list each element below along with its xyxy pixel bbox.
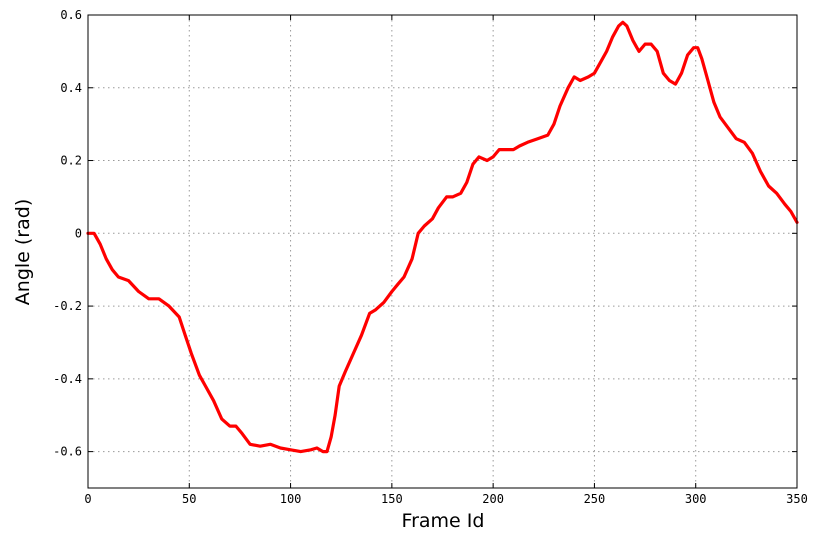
y-axis-label: Angle (rad) <box>12 199 34 305</box>
y-tick-label: -0.2 <box>53 299 82 313</box>
x-tick-label: 0 <box>84 492 91 506</box>
y-tick-label: -0.4 <box>53 372 82 386</box>
x-tick-label: 200 <box>482 492 504 506</box>
y-tick-label: -0.6 <box>53 445 82 459</box>
x-tick-labels: 0 50 100 150 200 250 300 350 <box>84 492 807 506</box>
x-tick-label: 250 <box>584 492 606 506</box>
plot-area <box>86 20 799 454</box>
grid <box>88 15 797 488</box>
x-axis-label: Frame Id <box>402 510 485 532</box>
x-tick-label: 300 <box>685 492 707 506</box>
y-tick-label: 0 <box>75 226 82 240</box>
x-tick-label: 350 <box>786 492 808 506</box>
x-tick-label: 150 <box>381 492 403 506</box>
y-tick-labels: -0.6 -0.4 -0.2 0 0.2 0.4 0.6 <box>53 8 82 459</box>
y-tick-label: 0.6 <box>60 8 82 22</box>
plot-frame <box>87 14 798 489</box>
axis-ticks <box>87 14 798 488</box>
angle-series-line <box>86 20 799 454</box>
y-tick-label: 0.2 <box>60 154 82 168</box>
x-tick-label: 50 <box>182 492 196 506</box>
y-tick-label: 0.4 <box>60 81 82 95</box>
x-tick-label: 100 <box>280 492 302 506</box>
